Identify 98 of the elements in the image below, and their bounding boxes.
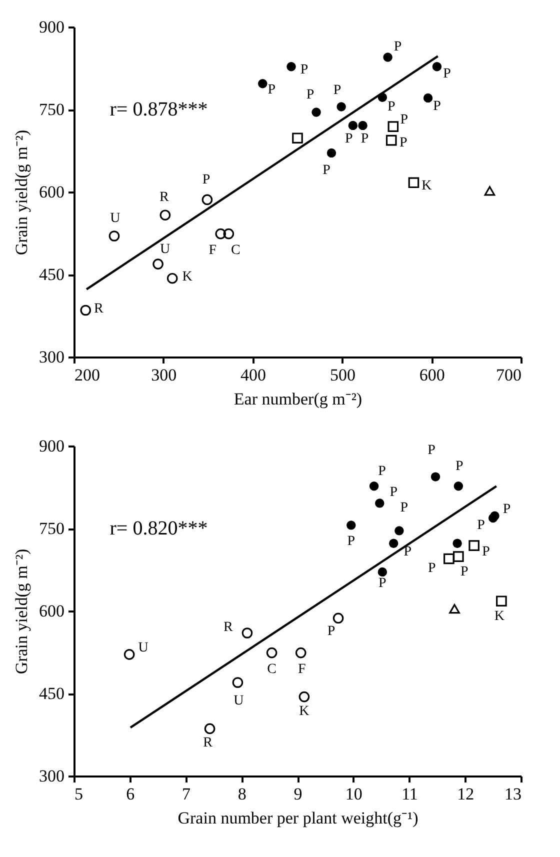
point xyxy=(232,677,244,688)
annotation: P xyxy=(460,564,469,580)
y-tick-label: 600 xyxy=(39,182,64,202)
annotation: P xyxy=(360,131,369,146)
y-tick-label: 750 xyxy=(39,519,64,538)
annotation: P xyxy=(322,162,331,178)
point xyxy=(204,723,216,734)
y-tick-label: 600 xyxy=(39,602,64,620)
annotation: P xyxy=(404,544,412,560)
annotation: P xyxy=(306,87,314,102)
annotation: P xyxy=(399,135,408,150)
point xyxy=(388,538,398,548)
point xyxy=(124,649,135,660)
x-tick-label: 12 xyxy=(457,784,474,804)
annotation: P xyxy=(394,39,402,54)
y-tick-label: 900 xyxy=(39,18,64,36)
annotation: P xyxy=(378,464,386,480)
annotation: R xyxy=(203,736,214,751)
annotation: P xyxy=(400,112,408,128)
x-tick-label: 500 xyxy=(330,366,356,384)
annotation: P xyxy=(482,544,490,560)
point xyxy=(295,647,306,658)
annotation: F xyxy=(298,662,306,677)
annotation: K xyxy=(422,178,432,194)
point xyxy=(346,520,356,530)
point xyxy=(298,691,310,702)
annotation: P xyxy=(456,459,464,474)
annotation: r= 0.820*** xyxy=(110,518,208,540)
point xyxy=(266,647,278,658)
point xyxy=(394,526,404,536)
point xyxy=(242,628,253,638)
annotation: r= 0.878*** xyxy=(110,98,208,120)
annotation: P xyxy=(433,98,442,114)
x-tick-label: 300 xyxy=(151,366,177,384)
y-tick-label: 450 xyxy=(39,265,64,284)
point xyxy=(496,596,507,607)
point xyxy=(452,538,462,548)
annotation: P xyxy=(400,500,408,516)
annotation: U xyxy=(110,211,120,226)
annotation: P xyxy=(443,66,452,82)
annotation: P xyxy=(390,485,398,500)
x-tick-label: 700 xyxy=(496,366,522,384)
x-tick-label: 200 xyxy=(74,366,100,384)
annotation: P xyxy=(502,502,511,517)
annotation: C xyxy=(230,242,240,258)
x-tick-label: 5 xyxy=(74,784,83,804)
annotation: P xyxy=(327,624,336,640)
annotation: K xyxy=(494,609,505,624)
x-tick-label: 7 xyxy=(182,784,191,804)
annotation: K xyxy=(182,269,192,284)
point xyxy=(468,540,480,551)
annotation: U xyxy=(234,694,244,708)
annotation: R xyxy=(160,190,170,206)
annotation: P xyxy=(428,442,436,458)
annotation: K xyxy=(299,704,310,719)
annotation: P xyxy=(347,534,356,550)
point xyxy=(332,612,344,624)
point xyxy=(444,553,454,564)
annotation: P xyxy=(300,62,308,78)
annotation: R xyxy=(224,620,234,635)
x-tick-label: 10 xyxy=(345,784,362,804)
point xyxy=(430,472,440,482)
point xyxy=(454,482,464,491)
x-axis-title: Ear number(g m⁻²) xyxy=(234,390,362,408)
annotation: P xyxy=(428,560,436,576)
annotation: P xyxy=(477,518,486,534)
point xyxy=(449,604,460,614)
x-tick-label: 9 xyxy=(294,784,302,804)
annotation: P xyxy=(333,82,342,98)
y-axis-title: Grain yield(g m⁻²) xyxy=(12,130,31,256)
annotation: P xyxy=(378,576,387,591)
annotation: P xyxy=(345,131,354,146)
y-tick-label: 450 xyxy=(39,684,64,703)
y-tick-label: 750 xyxy=(39,100,64,119)
x-axis-title: Grain number per plant weight(g⁻¹) xyxy=(178,808,418,828)
point xyxy=(369,482,379,491)
annotation: U xyxy=(160,242,170,258)
annotation: P xyxy=(388,99,396,114)
x-tick-label: 400 xyxy=(240,366,266,384)
point xyxy=(375,498,384,508)
x-tick-label: 6 xyxy=(126,784,135,804)
annotation: R xyxy=(94,301,104,316)
x-tick-label: 13 xyxy=(504,784,522,804)
y-tick-label: 300 xyxy=(39,766,64,786)
annotation: U xyxy=(138,640,148,656)
point xyxy=(488,513,498,523)
x-tick-label: 8 xyxy=(238,784,246,804)
annotation: P xyxy=(268,82,276,98)
y-tick-label: 300 xyxy=(39,348,64,366)
point xyxy=(378,567,388,577)
y-axis-title: Grain yield(g m⁻²) xyxy=(12,548,31,674)
y-tick-label: 900 xyxy=(39,436,64,456)
annotation: P xyxy=(202,172,210,188)
annotation: C xyxy=(267,662,276,677)
x-tick-label: 11 xyxy=(402,784,418,804)
point xyxy=(453,551,464,562)
x-tick-label: 600 xyxy=(419,366,445,384)
annotation: F xyxy=(208,242,217,258)
